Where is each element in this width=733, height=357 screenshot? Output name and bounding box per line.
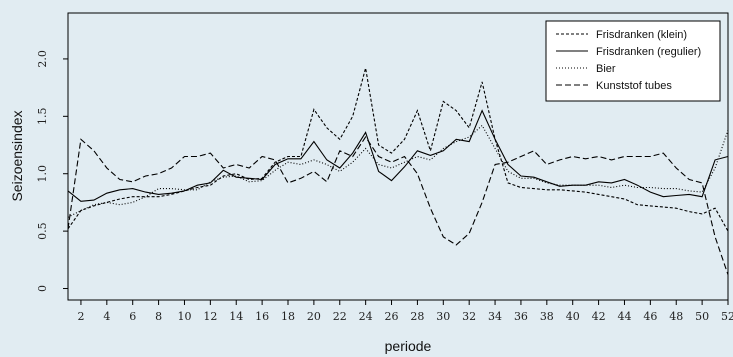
y-tick-label: 1.0	[36, 165, 49, 183]
x-tick-label: 36	[514, 310, 528, 323]
x-tick-label: 34	[488, 310, 502, 323]
x-tick-label: 46	[643, 310, 657, 323]
x-axis-label: periode	[385, 338, 432, 354]
x-tick-label: 18	[281, 310, 295, 323]
x-tick-label: 50	[695, 310, 709, 323]
x-tick-label: 40	[566, 310, 580, 323]
x-tick-label: 6	[129, 310, 136, 323]
x-tick-label: 48	[669, 310, 683, 323]
legend-label-2: Frisdranken (regulier)	[596, 46, 701, 58]
x-tick-label: 8	[155, 310, 162, 323]
x-tick-label: 12	[203, 310, 217, 323]
x-tick-label: 28	[410, 310, 424, 323]
x-tick-label: 4	[103, 310, 110, 323]
series-layer	[67, 67, 729, 275]
y-tick-label: 0	[36, 285, 49, 292]
x-tick-label: 20	[307, 310, 321, 323]
legend-label-4: Kunststof tubes	[596, 80, 672, 92]
series-line-4	[67, 136, 729, 275]
series-line-1	[67, 67, 729, 232]
y-tick-label: 0.5	[36, 222, 49, 240]
x-tick-label: 24	[359, 310, 373, 323]
y-axis: 0 0.5 1.0 1.5 2.0	[36, 50, 68, 292]
x-tick-label: 52	[721, 310, 733, 323]
x-tick-label: 26	[385, 310, 399, 323]
x-tick-label: 2	[77, 310, 84, 323]
x-tick-label: 38	[540, 310, 554, 323]
series-line-2	[67, 109, 729, 202]
x-tick-label: 44	[617, 310, 631, 323]
legend-box	[545, 20, 721, 102]
y-tick-label: 1.5	[36, 108, 49, 126]
x-tick-label: 16	[255, 310, 269, 323]
x-tick-label: 14	[229, 310, 243, 323]
series-line-3	[67, 124, 729, 218]
legend-label-1: Frisdranken (klein)	[596, 29, 687, 41]
x-tick-label: 42	[592, 310, 606, 323]
y-tick-label: 2.0	[36, 50, 49, 68]
y-axis-label: Seizoensindex	[9, 110, 25, 201]
x-tick-label: 22	[333, 310, 347, 323]
x-axis: 2 4 6 8 10 12 14 16 18 20 22 24 26 28 30 32 34 36 38 40 42 44…	[77, 300, 733, 323]
x-tick-label: 10	[177, 310, 191, 323]
x-tick-label: 30	[436, 310, 450, 323]
legend: Frisdranken (klein) Frisdranken (regulier…	[545, 20, 721, 102]
legend-label-3: Bier	[596, 63, 616, 75]
x-tick-label: 32	[462, 310, 476, 323]
